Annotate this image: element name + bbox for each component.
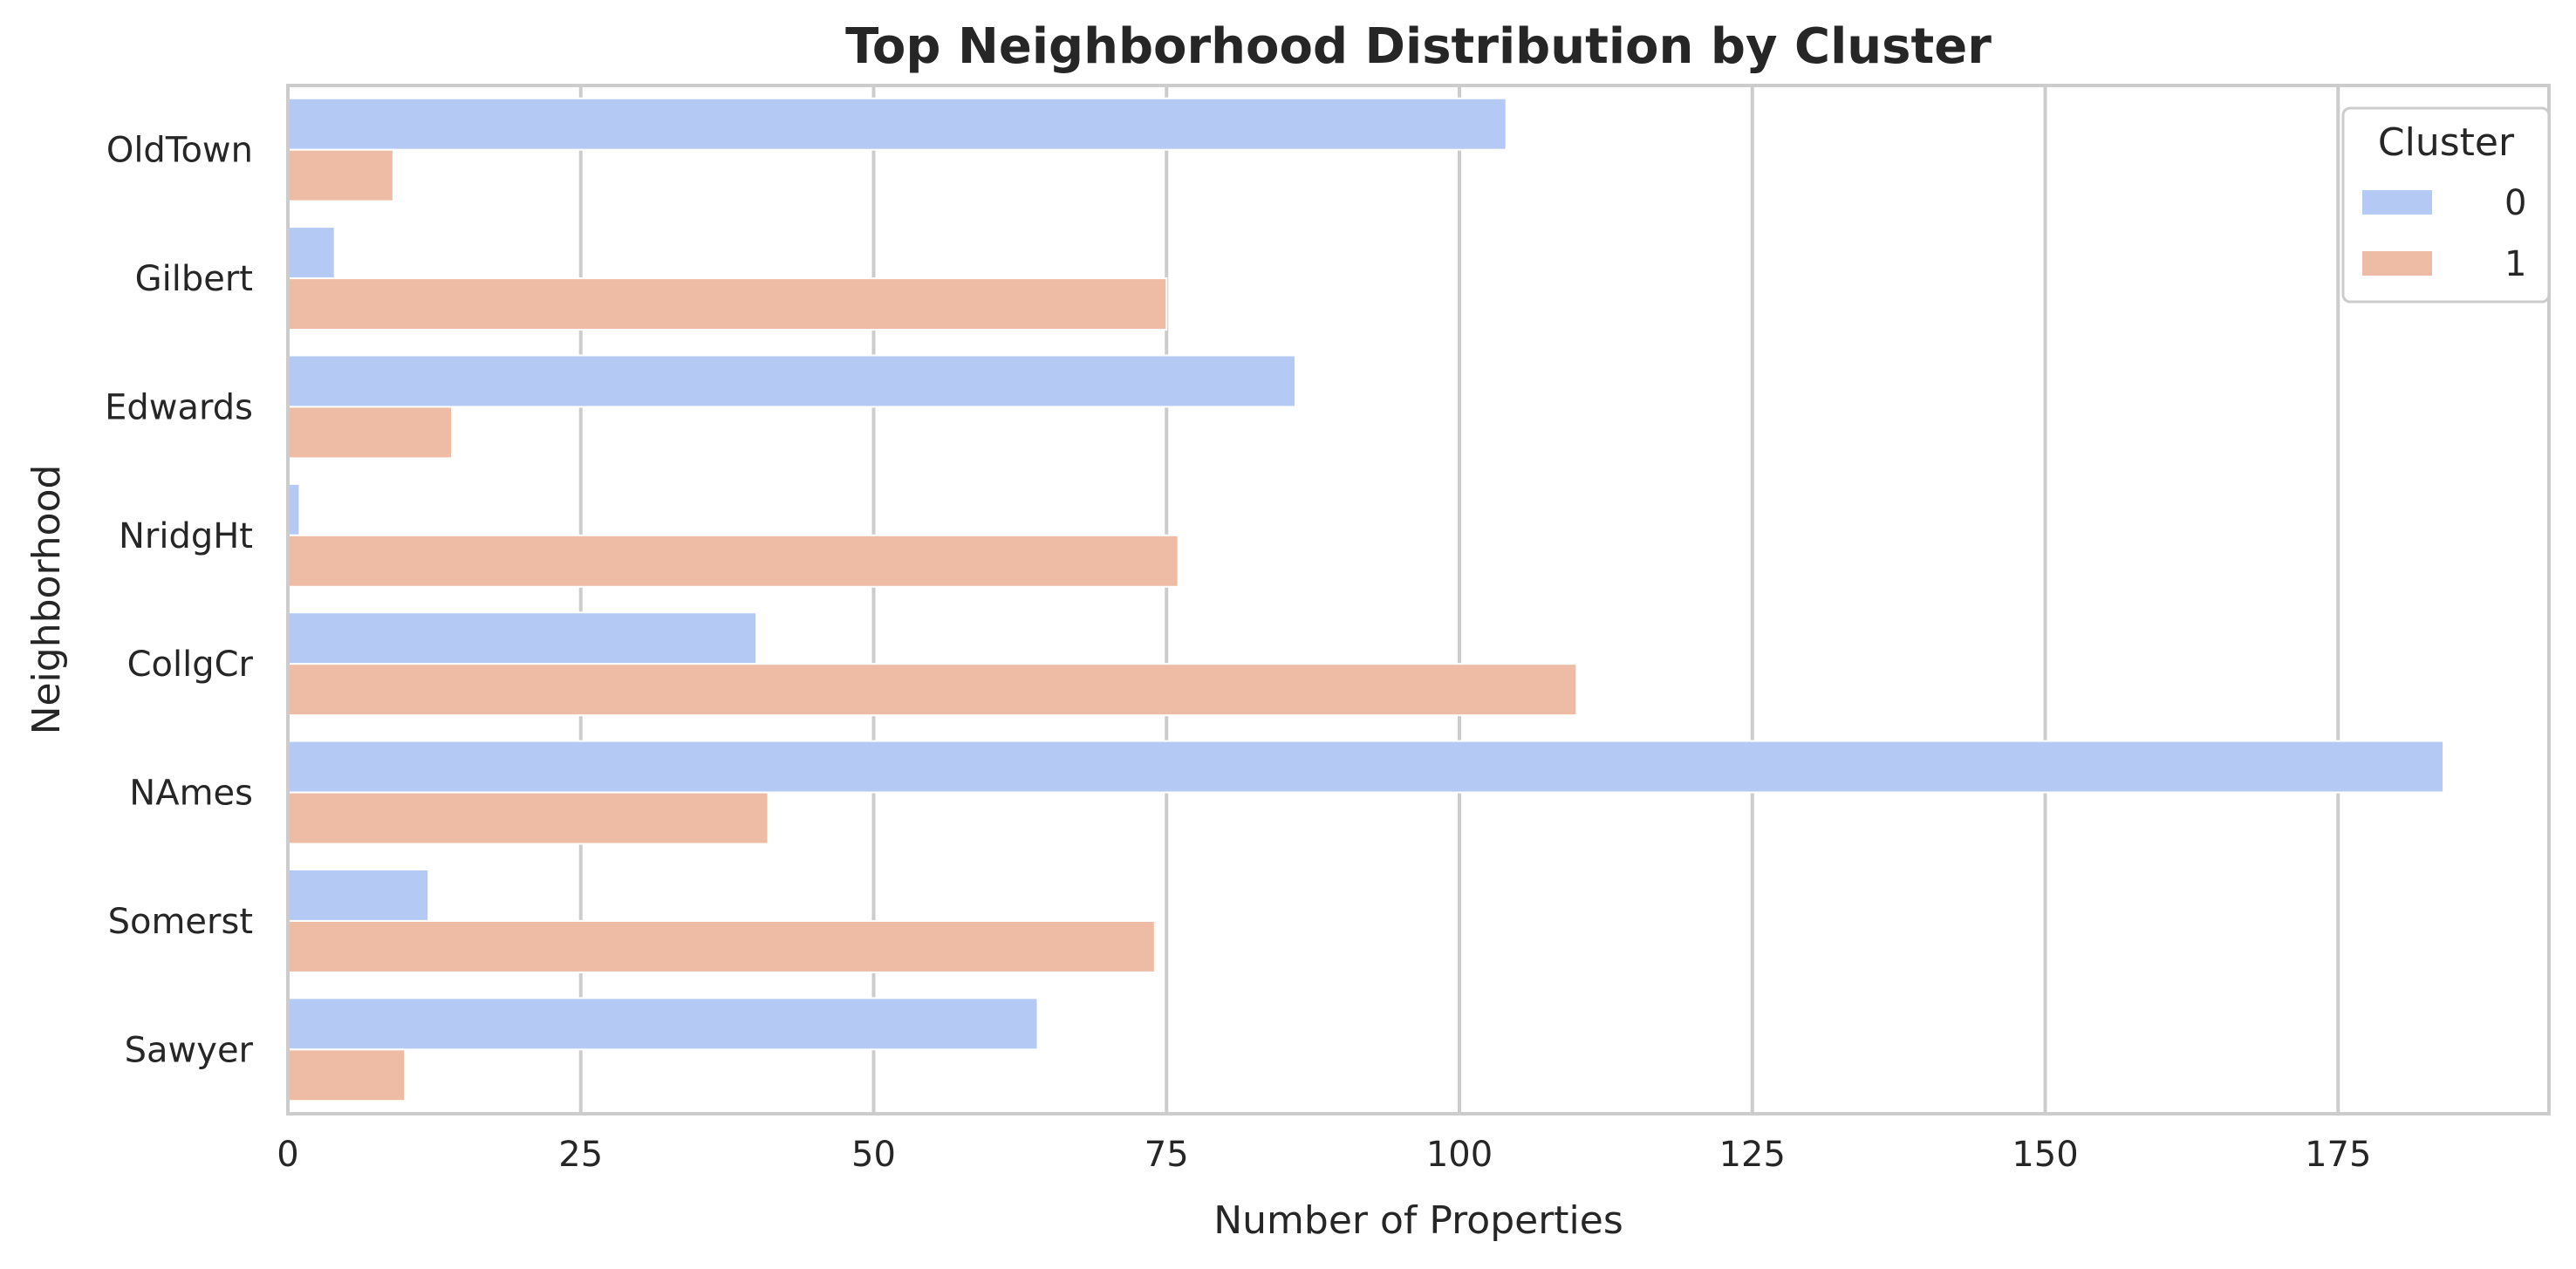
x-tick-label: 0 (277, 1135, 298, 1175)
legend: Cluster 01 (2341, 106, 2551, 304)
bars (287, 97, 2445, 1102)
bar-Somerst-cluster-0 (287, 868, 430, 922)
plot-frame (286, 84, 2551, 1115)
legend-label-1: 1 (2504, 244, 2526, 284)
y-tick-label: Edwards (105, 387, 253, 427)
legend-items: 01 (2362, 183, 2526, 284)
x-tick-label: 175 (2305, 1135, 2371, 1175)
bar-OldTown-cluster-0 (287, 97, 1507, 151)
y-axis-label: Neighborhood (24, 465, 69, 735)
x-tick-label: 150 (2012, 1135, 2078, 1175)
bar-NridgHt-cluster-0 (287, 482, 301, 536)
bar-Edwards-cluster-0 (287, 354, 1296, 408)
x-tick-label: 25 (558, 1135, 603, 1175)
bar-NAmes-cluster-0 (287, 740, 2445, 794)
y-tick-label: CollgCr (127, 645, 254, 685)
bar-Gilbert-cluster-0 (287, 226, 336, 280)
grid-lines (286, 85, 2340, 1114)
chart-title: Top Neighborhood Distribution by Cluster (845, 18, 1992, 75)
bar-CollgCr-cluster-0 (287, 611, 758, 665)
legend-title: Cluster (2378, 120, 2515, 165)
x-tick-label: 75 (1145, 1135, 1189, 1175)
bar-Gilbert-cluster-1 (287, 277, 1168, 331)
y-tick-label: Gilbert (135, 259, 253, 299)
x-tick-labels: 0 25 50 75 100 125 150 175 (277, 1135, 2371, 1175)
bar-Edwards-cluster-1 (287, 406, 454, 460)
legend-swatch-1 (2362, 251, 2432, 276)
bar-NridgHt-cluster-1 (287, 534, 1179, 588)
y-tick-label: NridgHt (119, 516, 253, 556)
y-tick-label: Sawyer (125, 1030, 254, 1070)
bar-NAmes-cluster-1 (287, 791, 769, 845)
y-tick-label: NAmes (129, 774, 253, 814)
y-tick-labels: OldTown Gilbert Edwards NridgHt CollgCr NAmes… (105, 131, 253, 1071)
y-tick-label: Somerst (108, 902, 253, 942)
x-tick-label: 50 (851, 1135, 896, 1175)
bar-Sawyer-cluster-1 (287, 1048, 407, 1102)
y-tick-label: OldTown (106, 131, 253, 171)
bar-OldTown-cluster-1 (287, 148, 394, 202)
x-axis-label: Number of Properties (1213, 1198, 1623, 1243)
legend-swatch-0 (2362, 190, 2432, 215)
legend-label-0: 0 (2504, 183, 2526, 223)
bar-CollgCr-cluster-1 (287, 663, 1578, 717)
x-tick-label: 125 (1719, 1135, 1786, 1175)
bar-Somerst-cluster-1 (287, 919, 1156, 973)
bar-Sawyer-cluster-0 (287, 997, 1039, 1051)
x-tick-label: 100 (1426, 1135, 1493, 1175)
